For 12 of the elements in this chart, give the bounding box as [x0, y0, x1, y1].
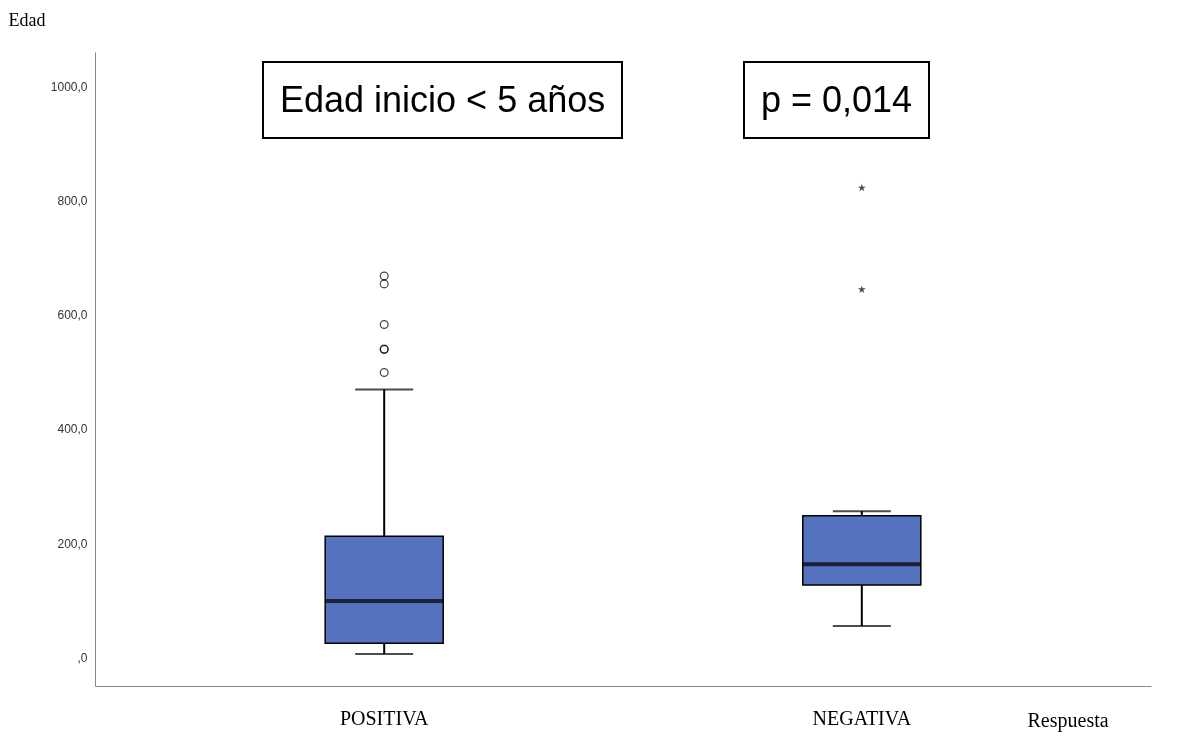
y-tick-label: 600,0: [57, 308, 88, 323]
y-tick-label: 200,0: [57, 536, 88, 551]
y-tick-label: 800,0: [57, 194, 88, 208]
x-axis-title: Respuesta: [1027, 708, 1109, 732]
y-tick-label: ,0: [77, 650, 88, 665]
annotation: p = 0,014: [743, 61, 931, 139]
y-tick-label: 400,0: [57, 422, 88, 437]
x-tick-label: NEGATIVA: [812, 706, 912, 729]
x-tick-label: POSITIVA: [339, 706, 430, 729]
y-axis-title: Edad: [8, 9, 46, 30]
annotation: Edad inicio < 5 años: [262, 61, 624, 139]
y-tick-label: 1000,0: [50, 79, 88, 94]
